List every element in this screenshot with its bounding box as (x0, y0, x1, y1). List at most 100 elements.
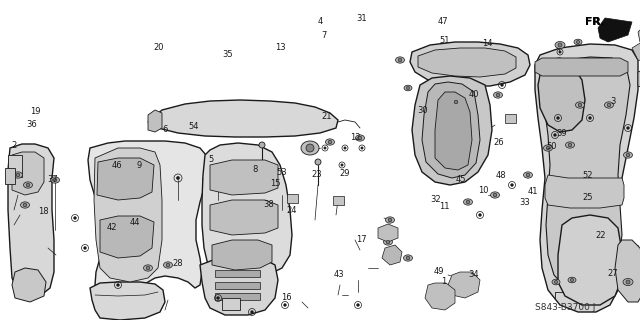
Text: FR.: FR. (585, 17, 605, 27)
Polygon shape (545, 175, 624, 208)
Circle shape (217, 297, 220, 299)
Text: 23: 23 (312, 170, 322, 179)
Circle shape (577, 40, 580, 44)
Text: 49: 49 (433, 267, 444, 276)
Text: 21: 21 (321, 112, 332, 121)
Polygon shape (538, 58, 585, 132)
Polygon shape (638, 22, 640, 45)
Polygon shape (638, 68, 640, 90)
Circle shape (406, 86, 410, 90)
Polygon shape (210, 160, 278, 195)
Text: 30: 30 (417, 106, 428, 115)
Ellipse shape (404, 85, 412, 91)
Polygon shape (202, 143, 292, 280)
Bar (5, 168, 15, 184)
Text: 45: 45 (456, 175, 466, 184)
Text: 16: 16 (282, 293, 292, 302)
Ellipse shape (163, 262, 173, 268)
Circle shape (356, 304, 359, 306)
Text: 12: 12 (350, 133, 360, 142)
Polygon shape (615, 240, 640, 302)
Bar (222, 298, 240, 310)
Ellipse shape (385, 217, 394, 223)
Circle shape (493, 193, 497, 197)
Circle shape (454, 100, 458, 104)
Circle shape (328, 140, 332, 144)
Circle shape (398, 58, 402, 62)
Circle shape (177, 176, 179, 180)
Text: 17: 17 (356, 235, 367, 244)
Circle shape (53, 178, 57, 182)
Ellipse shape (490, 192, 499, 198)
Polygon shape (88, 141, 208, 295)
Circle shape (251, 311, 253, 313)
Circle shape (526, 173, 530, 177)
Ellipse shape (403, 255, 413, 261)
Text: 6: 6 (163, 125, 168, 134)
Text: 35: 35 (222, 50, 232, 59)
Ellipse shape (574, 39, 582, 45)
Polygon shape (544, 57, 630, 292)
Polygon shape (215, 270, 260, 277)
Ellipse shape (568, 277, 576, 283)
Text: 19: 19 (31, 107, 41, 116)
Text: FR.: FR. (586, 17, 605, 27)
Polygon shape (410, 42, 530, 86)
Text: 29: 29 (339, 169, 349, 178)
Text: 7: 7 (321, 31, 326, 40)
Circle shape (284, 304, 286, 306)
Ellipse shape (51, 177, 60, 183)
Polygon shape (435, 92, 472, 170)
Polygon shape (94, 148, 162, 282)
Text: 31: 31 (356, 14, 367, 23)
Polygon shape (210, 200, 278, 235)
Polygon shape (378, 224, 398, 242)
Ellipse shape (623, 152, 632, 158)
Circle shape (496, 93, 500, 97)
Text: 24: 24 (286, 206, 296, 215)
Ellipse shape (543, 145, 552, 151)
Circle shape (324, 147, 326, 149)
Text: 37: 37 (47, 175, 58, 184)
Text: 42: 42 (107, 223, 117, 232)
Circle shape (546, 146, 550, 150)
Text: 14: 14 (483, 39, 493, 48)
Text: 54: 54 (188, 122, 198, 131)
Polygon shape (12, 152, 44, 195)
Text: 39: 39 (557, 129, 567, 138)
Bar (333, 196, 344, 205)
Text: 33: 33 (520, 198, 530, 207)
Circle shape (23, 203, 27, 207)
Circle shape (166, 263, 170, 267)
Polygon shape (90, 282, 165, 320)
Ellipse shape (301, 141, 319, 155)
Ellipse shape (575, 102, 584, 108)
Text: 46: 46 (111, 161, 122, 170)
Text: S843-B3700 J: S843-B3700 J (535, 303, 595, 313)
Circle shape (84, 247, 86, 249)
Circle shape (589, 117, 591, 119)
Ellipse shape (13, 172, 22, 178)
Ellipse shape (463, 199, 472, 205)
Text: 25: 25 (582, 193, 593, 202)
Polygon shape (422, 82, 480, 178)
Text: 36: 36 (27, 120, 37, 129)
Circle shape (358, 136, 362, 140)
Polygon shape (200, 256, 278, 315)
Circle shape (568, 143, 572, 147)
Ellipse shape (566, 142, 575, 148)
Bar (287, 194, 298, 203)
Circle shape (259, 142, 265, 148)
Ellipse shape (555, 42, 565, 49)
Circle shape (626, 280, 630, 284)
Text: 4: 4 (317, 17, 323, 26)
Text: 2: 2 (12, 141, 17, 150)
Circle shape (146, 266, 150, 270)
Polygon shape (97, 158, 154, 200)
Text: 51: 51 (440, 36, 450, 45)
Polygon shape (558, 215, 622, 305)
Polygon shape (598, 18, 632, 42)
Polygon shape (148, 100, 338, 137)
Circle shape (386, 240, 390, 244)
Text: 28: 28 (173, 259, 183, 268)
